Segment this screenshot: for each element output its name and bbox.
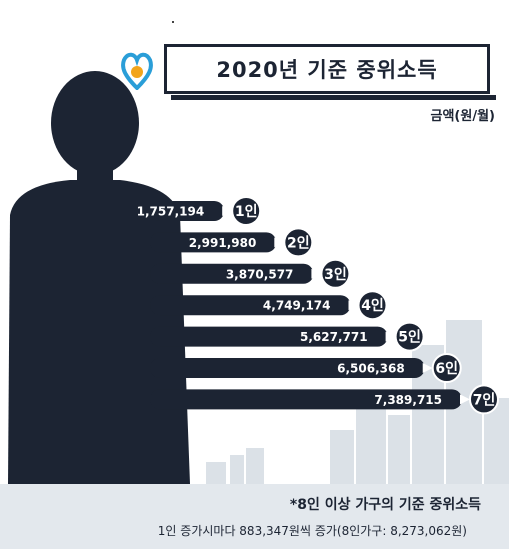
- bar-value-label: 3,870,577: [226, 267, 294, 281]
- bar-2: [150, 232, 277, 253]
- category-label: 2인: [287, 234, 310, 251]
- person-silhouette: [8, 71, 190, 484]
- category-badge: [431, 353, 462, 383]
- page-title: 2020년 기준 중위소득: [216, 58, 438, 82]
- footer-detail: 1인 증가시마다 883,347원씩 증가(8인가구: 8,273,062원): [157, 524, 467, 538]
- bar-value-label: 5,627,771: [300, 330, 368, 344]
- bar-value-label: 7,389,715: [374, 393, 442, 407]
- category-badge: [357, 290, 388, 321]
- bar-pointer-icon: [385, 331, 396, 342]
- category-badge: [394, 321, 425, 352]
- decorative-dot: [172, 21, 174, 23]
- bar-pointer-icon: [274, 237, 285, 248]
- title-box: 2020년 기준 중위소득: [164, 44, 496, 100]
- bar-6: [150, 358, 425, 378]
- bar-series: 1,757,194 1인 2,991,980 2인 3,870,577 3인 4,749,1…: [137, 196, 499, 415]
- bar-pointer-icon: [222, 206, 233, 216]
- bar-value-label: 2,991,980: [189, 236, 257, 250]
- category-label: 5인: [398, 329, 421, 346]
- bar-pointer-icon: [348, 300, 359, 311]
- unit-label: 금액(원/월): [430, 109, 495, 124]
- bar-pointer-icon: [311, 268, 322, 279]
- bar-pointer-icon: [460, 394, 470, 405]
- category-label: 4인: [361, 297, 384, 314]
- bar-value-label: 6,506,368: [337, 362, 405, 376]
- category-label: 6인: [435, 360, 458, 377]
- category-label: 3인: [324, 266, 347, 283]
- bar-value-label: 4,749,174: [263, 299, 331, 313]
- category-badge: [231, 196, 262, 226]
- category-badge: [469, 384, 499, 415]
- category-label: 7인: [473, 391, 496, 408]
- bar-1: [150, 201, 225, 221]
- category-label: 1인: [235, 203, 258, 220]
- bar-value-label: 1,757,194: [137, 205, 205, 219]
- bar-5: [150, 326, 388, 347]
- footer-panel: [0, 484, 509, 549]
- heart-logo-icon: [121, 52, 153, 90]
- bar-pointer-icon: [422, 363, 433, 373]
- bar-7: [150, 389, 462, 410]
- bar-4: [150, 295, 351, 316]
- category-badge: [320, 258, 351, 289]
- footer-note: *8인 이상 가구의 기준 중위소득: [289, 497, 481, 513]
- bar-3: [150, 263, 314, 284]
- category-badge: [283, 227, 314, 258]
